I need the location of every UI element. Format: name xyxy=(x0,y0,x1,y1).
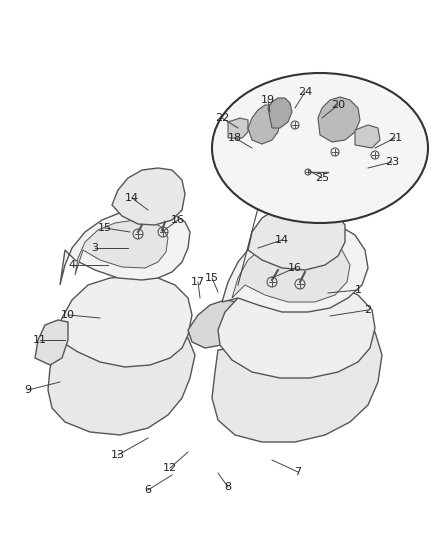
Text: 20: 20 xyxy=(331,100,345,110)
Polygon shape xyxy=(35,320,68,365)
Polygon shape xyxy=(55,276,192,367)
Polygon shape xyxy=(218,282,375,378)
Text: 23: 23 xyxy=(385,157,399,167)
Text: 6: 6 xyxy=(145,485,152,495)
Text: 14: 14 xyxy=(125,193,139,203)
Text: 10: 10 xyxy=(61,310,75,320)
Text: 12: 12 xyxy=(163,463,177,473)
Polygon shape xyxy=(355,125,380,148)
Text: 11: 11 xyxy=(33,335,47,345)
Text: 25: 25 xyxy=(315,173,329,183)
Polygon shape xyxy=(228,118,248,138)
Text: 7: 7 xyxy=(294,467,301,477)
Text: 4: 4 xyxy=(68,260,76,270)
Text: 17: 17 xyxy=(191,277,205,287)
Text: 3: 3 xyxy=(92,243,99,253)
Text: 2: 2 xyxy=(364,305,371,315)
Ellipse shape xyxy=(212,73,428,223)
Polygon shape xyxy=(248,204,345,270)
Polygon shape xyxy=(112,168,185,225)
Polygon shape xyxy=(48,338,195,435)
Text: 19: 19 xyxy=(261,95,275,105)
Polygon shape xyxy=(268,98,292,128)
Text: 15: 15 xyxy=(205,273,219,283)
Text: 13: 13 xyxy=(111,450,125,460)
Text: 24: 24 xyxy=(298,87,312,97)
Text: 16: 16 xyxy=(288,263,302,273)
Polygon shape xyxy=(75,220,168,275)
Text: 21: 21 xyxy=(388,133,402,143)
Polygon shape xyxy=(232,237,350,302)
Polygon shape xyxy=(60,208,190,285)
Text: 16: 16 xyxy=(171,215,185,225)
Text: 18: 18 xyxy=(228,133,242,143)
Polygon shape xyxy=(212,332,382,442)
Polygon shape xyxy=(188,300,240,348)
Text: 14: 14 xyxy=(275,235,289,245)
Text: 8: 8 xyxy=(224,482,232,492)
Text: 15: 15 xyxy=(98,223,112,233)
Text: 1: 1 xyxy=(354,285,361,295)
Text: 9: 9 xyxy=(25,385,32,395)
Polygon shape xyxy=(222,222,368,312)
Text: 22: 22 xyxy=(215,113,229,123)
Polygon shape xyxy=(248,105,280,144)
Polygon shape xyxy=(318,97,360,142)
